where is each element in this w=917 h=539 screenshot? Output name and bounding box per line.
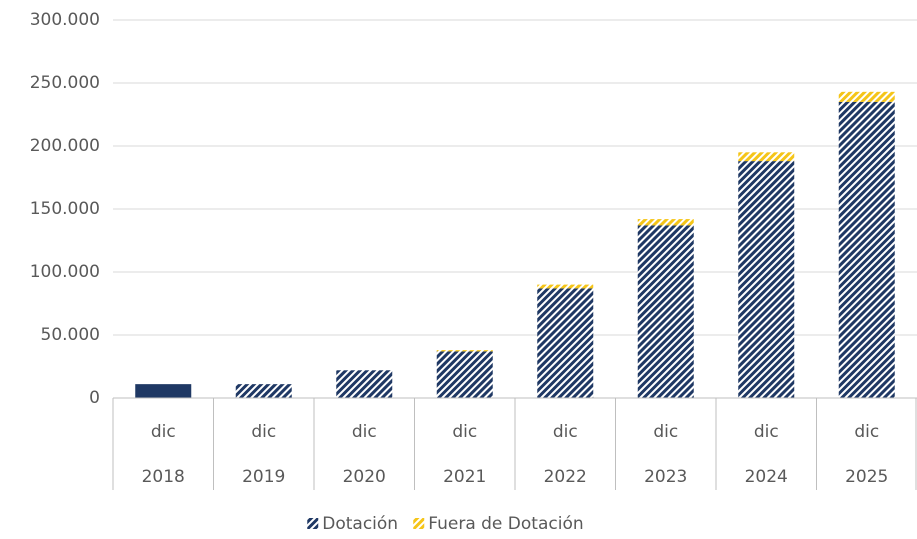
legend-label: Fuera de Dotación xyxy=(428,514,583,534)
bar-segment xyxy=(537,288,594,398)
legend-swatch xyxy=(307,518,319,529)
x-tick-label: 2020 xyxy=(343,467,386,487)
x-tick-label: 2022 xyxy=(544,467,587,487)
bar-segment xyxy=(336,370,393,398)
y-tick-label: 200.000 xyxy=(30,136,100,156)
bar-segment xyxy=(135,384,192,398)
x-tick-label: 2021 xyxy=(443,467,486,487)
y-tick-label: 50.000 xyxy=(41,325,100,345)
bar-segment xyxy=(235,384,292,398)
x-tick-label: dic xyxy=(553,422,578,442)
y-tick-label: 250.000 xyxy=(30,73,100,93)
x-tick-label: dic xyxy=(854,422,879,442)
y-tick-label: 0 xyxy=(89,388,100,408)
x-tick-label: 2018 xyxy=(142,467,185,487)
y-tick-label: 150.000 xyxy=(30,199,100,219)
x-tick-label: dic xyxy=(653,422,678,442)
x-tick-label: 2024 xyxy=(745,467,788,487)
x-tick-label: 2019 xyxy=(242,467,285,487)
bar-segment xyxy=(838,101,895,399)
bar-segment xyxy=(637,225,694,398)
x-tick-label: dic xyxy=(151,422,176,442)
bar-segment xyxy=(436,351,493,398)
y-tick-label: 100.000 xyxy=(30,262,100,282)
x-tick-label: dic xyxy=(754,422,779,442)
bar-segment xyxy=(738,152,795,162)
x-tick-label: 2023 xyxy=(644,467,687,487)
x-tick-label: dic xyxy=(251,422,276,442)
bar-segment xyxy=(436,350,493,352)
x-tick-label: dic xyxy=(352,422,377,442)
bar-segment xyxy=(637,219,694,226)
x-tick-label: dic xyxy=(452,422,477,442)
legend-swatch xyxy=(413,518,425,529)
y-tick-label: 300.000 xyxy=(30,10,100,30)
bar-segment xyxy=(738,161,795,398)
bar-segment xyxy=(537,284,594,289)
legend-label: Dotación xyxy=(322,514,398,534)
x-tick-label: 2025 xyxy=(845,467,888,487)
bar-segment xyxy=(838,91,895,102)
